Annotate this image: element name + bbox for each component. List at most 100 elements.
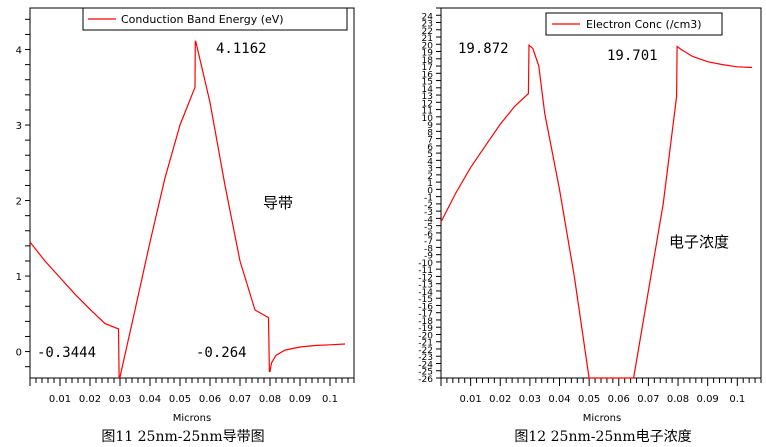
right-y-tick-label: 4 <box>427 157 433 167</box>
right-y-tick-label: -23 <box>418 353 433 363</box>
right-y-tick-label: 2 <box>427 172 433 182</box>
right-y-tick-label: 8 <box>427 128 433 138</box>
right-annotation-conc-label: 电子浓度 <box>669 233 729 251</box>
left-y-tick-labels: 0 1 2 3 4 <box>16 46 22 359</box>
right-y-tick-label: -13 <box>418 281 433 291</box>
left-x-axis-ticks <box>29 378 355 386</box>
right-legend: Electron Conc (/cm3) <box>545 12 723 36</box>
right-y-tick-label: -22 <box>418 346 433 356</box>
right-y-tick-label: -3 <box>424 208 433 218</box>
right-y-tick-label: 12 <box>422 99 433 109</box>
left-y-tick-label: 2 <box>16 197 22 208</box>
right-y-tick-label: 1 <box>427 179 433 189</box>
right-y-tick-label: -19 <box>418 324 433 334</box>
right-x-tick-labels: 0.01 0.02 0.03 0.04 0.05 0.06 0.07 0.08 0.09 0.1 <box>459 394 745 405</box>
right-legend-label: Electron Conc (/cm3) <box>586 18 702 31</box>
left-x-tick-label: 0.07 <box>229 394 251 405</box>
right-y-tick-labels: 2423222120191817161514131211109876543210… <box>418 12 433 385</box>
right-y-tick-label: -12 <box>418 273 433 283</box>
right-y-tick-label: 6 <box>427 143 433 153</box>
right-y-tick-label: 11 <box>422 107 433 117</box>
right-y-tick-label: -25 <box>418 368 433 378</box>
left-x-tick-label: 0.06 <box>199 394 221 405</box>
right-y-tick-label: 10 <box>422 114 434 124</box>
left-plot-frame <box>29 7 355 379</box>
right-y-axis-ticks <box>436 7 441 379</box>
right-y-tick-label: -15 <box>418 295 433 305</box>
right-y-tick-label: -1 <box>424 194 433 204</box>
left-y-tick-label: 3 <box>16 121 22 132</box>
left-annotation-min1: -0.3444 <box>37 345 96 361</box>
right-y-tick-label: -11 <box>418 266 433 276</box>
left-y-axis-ticks <box>25 18 30 368</box>
right-x-tick-label: 0.04 <box>548 394 570 405</box>
chart-left: 0.01 0.02 0.03 0.04 0.05 0.06 0.07 0.08 0.09 0.1 … <box>16 7 355 445</box>
right-annotation-peak1: 19.872 <box>458 41 509 57</box>
right-x-axis-title: Microns <box>583 413 621 424</box>
left-x-tick-label: 0.05 <box>169 394 191 405</box>
left-x-tick-label: 0.09 <box>289 394 311 405</box>
left-y-tick-label: 0 <box>16 348 22 359</box>
right-y-tick-label: 3 <box>427 165 433 175</box>
right-y-tick-label: 19 <box>422 49 434 59</box>
left-x-tick-label: 0.04 <box>139 394 161 405</box>
right-y-tick-label: -5 <box>424 223 433 233</box>
right-y-tick-label: 24 <box>422 12 434 22</box>
right-y-tick-label: -16 <box>418 302 433 312</box>
left-x-tick-label: 0.08 <box>259 394 281 405</box>
left-series-line <box>29 40 346 379</box>
left-x-tick-label: 0.01 <box>49 394 71 405</box>
right-y-tick-label: -26 <box>418 375 433 385</box>
right-y-tick-label: -24 <box>418 360 433 370</box>
right-y-tick-label: -10 <box>418 259 433 269</box>
right-x-tick-label: 0.02 <box>489 394 511 405</box>
left-x-axis-title: Microns <box>173 413 211 424</box>
right-y-tick-label: 15 <box>422 78 433 88</box>
right-y-tick-label: 23 <box>422 20 433 30</box>
left-y-tick-label: 4 <box>16 46 22 57</box>
chart-right: 0.01 0.02 0.03 0.04 0.05 0.06 0.07 0.08 0.09 0.1 … <box>418 7 762 445</box>
left-x-tick-labels: 0.01 0.02 0.03 0.04 0.05 0.06 0.07 0.08 0.09 0.1 <box>49 394 338 405</box>
left-annotation-peak: 4.1162 <box>216 41 267 57</box>
right-x-tick-label: 0.05 <box>578 394 600 405</box>
left-x-tick-label: 0.03 <box>109 394 131 405</box>
left-legend: Conduction Band Energy (eV) <box>82 7 348 31</box>
left-annotation-min2: -0.264 <box>196 345 247 361</box>
right-y-tick-label: -6 <box>424 230 433 240</box>
right-caption: 图12 25nm-25nm电子浓度 <box>514 429 691 445</box>
right-series-line <box>440 43 753 379</box>
right-y-tick-label: 5 <box>427 150 433 160</box>
right-annotation-peak2: 19.701 <box>607 48 658 64</box>
right-y-tick-label: 7 <box>427 136 433 146</box>
right-plot-frame <box>440 7 762 379</box>
right-legend-box <box>545 12 723 36</box>
right-x-tick-label: 0.01 <box>459 394 481 405</box>
right-y-tick-label: -18 <box>418 317 433 327</box>
left-y-tick-label: 1 <box>16 272 22 283</box>
right-y-tick-label: 16 <box>422 70 434 80</box>
right-y-tick-label: -7 <box>424 237 433 247</box>
right-y-tick-label: 9 <box>427 121 433 131</box>
right-x-tick-label: 0.1 <box>729 394 745 405</box>
right-x-tick-label: 0.07 <box>637 394 659 405</box>
right-y-tick-label: -9 <box>424 252 433 262</box>
right-y-tick-label: -21 <box>418 339 433 349</box>
right-y-tick-label: -4 <box>424 215 433 225</box>
right-y-tick-label: 21 <box>422 34 433 44</box>
right-x-tick-label: 0.09 <box>697 394 719 405</box>
right-x-tick-label: 0.06 <box>608 394 630 405</box>
right-x-axis-ticks <box>440 378 762 386</box>
right-y-tick-label: -17 <box>418 310 433 320</box>
left-annotation-band-label: 导带 <box>263 194 293 212</box>
right-y-tick-label: 14 <box>422 85 434 95</box>
left-caption: 图11 25nm-25nm导带图 <box>101 429 264 445</box>
right-x-tick-label: 0.08 <box>667 394 689 405</box>
right-x-tick-label: 0.03 <box>519 394 541 405</box>
right-y-tick-label: 20 <box>422 41 434 51</box>
right-y-tick-label: 22 <box>422 27 433 37</box>
right-y-tick-label: -14 <box>418 288 433 298</box>
right-y-tick-label: 0 <box>427 186 433 196</box>
left-x-tick-label: 0.1 <box>322 394 338 405</box>
left-x-tick-label: 0.02 <box>79 394 101 405</box>
